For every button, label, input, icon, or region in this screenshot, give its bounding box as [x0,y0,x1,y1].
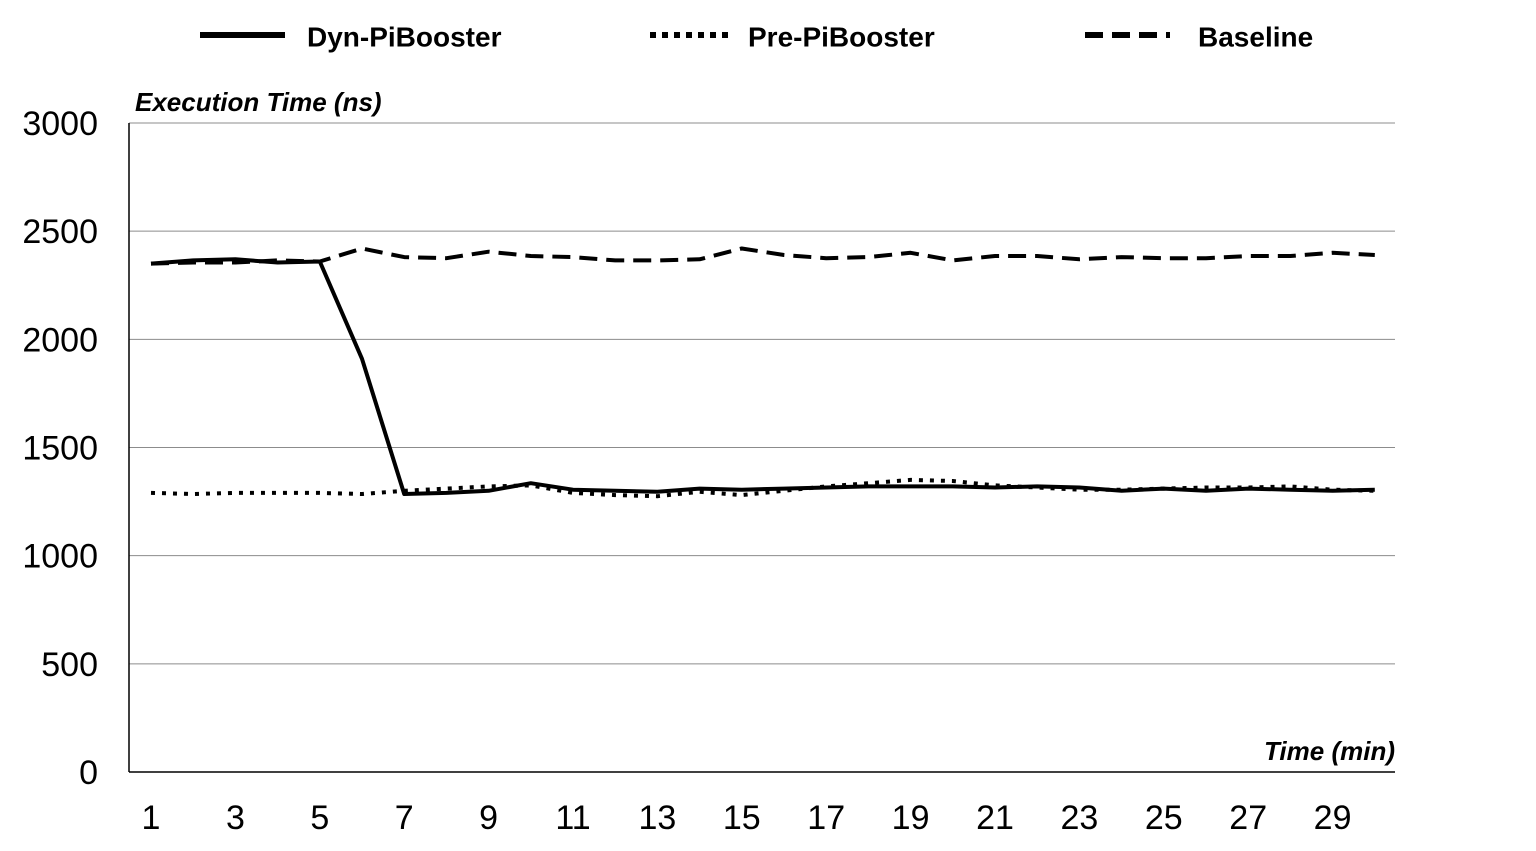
x-axis-title: Time (min) [1264,736,1395,766]
legend-label: Pre-PiBooster [748,21,935,52]
x-tick-label: 23 [1060,799,1098,837]
y-tick-label: 1000 [22,538,98,576]
series [150,246,1375,499]
y-tick-label: 1500 [22,430,98,468]
x-tick-label: 29 [1314,799,1352,837]
y-axis-title: Execution Time (ns) [135,87,382,117]
y-axis-ticks: 0 500 1000 1500 2000 2500 3000 [22,105,98,792]
x-tick-label: 19 [892,799,930,837]
legend-item-baseline: Baseline [1085,21,1313,52]
y-tick-label: 3000 [22,105,98,143]
legend: Dyn-PiBooster Pre-PiBooster Baseline [200,21,1313,52]
x-tick-label: 21 [976,799,1014,837]
x-tick-label: 27 [1229,799,1267,837]
legend-item-pre-pibooster: Pre-PiBooster [650,21,935,52]
x-tick-label: 3 [226,799,245,837]
x-axis-ticks: 1 3 5 7 9 11 13 15 17 19 21 23 25 27 29 [142,799,1352,837]
x-tick-label: 15 [723,799,761,837]
y-tick-label: 2000 [22,321,98,359]
x-tick-label: 5 [310,799,329,837]
series-line-baseline [150,246,1375,266]
gridlines [129,122,1395,665]
x-tick-label: 11 [555,799,590,837]
series-line-dyn-pibooster [150,257,1375,496]
x-tick-label: 13 [638,799,676,837]
y-tick-label: 0 [79,754,98,792]
x-tick-label: 25 [1145,799,1183,837]
x-tick-label: 7 [395,799,414,837]
y-tick-label: 2500 [22,213,98,251]
legend-item-dyn-pibooster: Dyn-PiBooster [200,21,502,52]
legend-label: Baseline [1198,21,1313,52]
x-tick-label: 9 [479,799,498,837]
legend-label: Dyn-PiBooster [307,21,502,52]
x-tick-label: 17 [807,799,845,837]
x-tick-label: 1 [142,799,161,837]
y-tick-label: 500 [41,646,98,684]
